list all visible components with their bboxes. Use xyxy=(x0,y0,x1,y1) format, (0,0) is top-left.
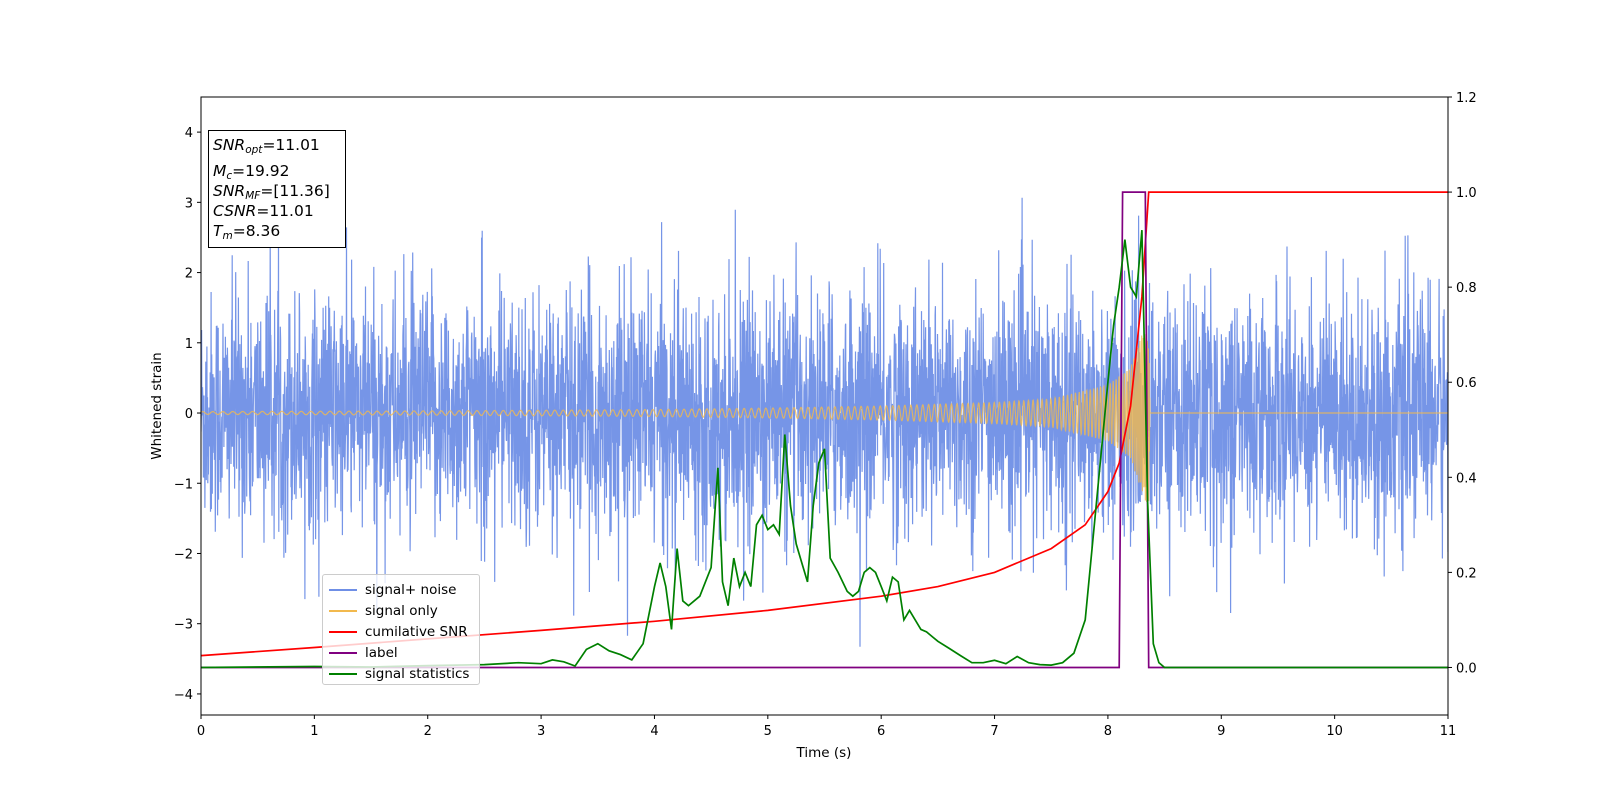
legend-label: label xyxy=(365,644,398,661)
series-signal-only-line xyxy=(201,326,1448,503)
csnr-line: CSNR=11.01 xyxy=(213,201,345,221)
y2-tick-label: 0.0 xyxy=(1456,661,1477,676)
legend: signal+ noise signal only cumilative SNR… xyxy=(322,574,480,685)
plot-frame xyxy=(200,96,1449,716)
y2-tick-label: 1.0 xyxy=(1456,186,1477,201)
y-tick-label: 4 xyxy=(185,126,193,141)
y-tick-label: −4 xyxy=(174,688,193,703)
x-tick-label: 4 xyxy=(650,724,658,739)
x-tick-label: 6 xyxy=(877,724,885,739)
y2-tick-label: 1.2 xyxy=(1456,91,1477,106)
y-tick-label: −3 xyxy=(174,618,193,633)
tm-value: =8.36 xyxy=(232,222,281,240)
snr-opt-subscript: opt xyxy=(245,144,263,156)
mc-value: =19.92 xyxy=(232,162,290,180)
x-axis-label: Time (s) xyxy=(796,745,852,761)
legend-label: cumilative SNR xyxy=(365,623,468,640)
legend-entry-label: label xyxy=(323,642,479,663)
x-tick-label: 1 xyxy=(310,724,318,739)
mc-subscript: c xyxy=(226,170,233,182)
x-tick-label: 7 xyxy=(990,724,998,739)
mc-line: Mc=19.92 xyxy=(213,161,345,181)
tm-subscript: m xyxy=(222,230,233,242)
y-tick-label: 2 xyxy=(185,267,193,282)
y2-tick-label: 0.4 xyxy=(1456,471,1477,486)
snr-mf-subscript: MF xyxy=(245,190,261,202)
y-tick-label: −2 xyxy=(174,547,193,562)
x-tick-label: 0 xyxy=(197,724,205,739)
snr-mf-line: SNRMF=[11.36] xyxy=(213,181,345,201)
y-axis-label: Whitened strain xyxy=(149,352,165,459)
csnr-symbol: CSNR xyxy=(213,202,257,220)
x-axis-ticks: 0 1 2 3 4 5 6 7 8 9 10 11 xyxy=(197,715,1456,739)
series-signal-noise-line xyxy=(201,197,1448,647)
y2-tick-label: 0.6 xyxy=(1456,376,1477,391)
x-tick-label: 5 xyxy=(764,724,772,739)
legend-entry-signal-noise: signal+ noise xyxy=(323,579,479,600)
x-tick-label: 9 xyxy=(1217,724,1225,739)
x-tick-label: 8 xyxy=(1104,724,1112,739)
tm-symbol: T xyxy=(213,222,223,240)
snr-mf-value: =[11.36] xyxy=(260,182,330,200)
mc-symbol: M xyxy=(213,162,227,180)
y2-axis-ticks: 0.0 0.2 0.4 0.6 0.8 1.0 1.2 xyxy=(1448,91,1477,676)
snr-opt-symbol: SNR xyxy=(213,136,246,154)
legend-label: signal only xyxy=(365,602,438,619)
legend-label: signal+ noise xyxy=(365,581,457,598)
x-tick-label: 2 xyxy=(424,724,432,739)
x-tick-label: 10 xyxy=(1326,724,1343,739)
x-tick-label: 11 xyxy=(1440,724,1457,739)
y-tick-label: −1 xyxy=(174,477,193,492)
legend-entry-cumulative-snr: cumilative SNR xyxy=(323,621,479,642)
y-tick-label: 3 xyxy=(185,196,193,211)
y-tick-label: 0 xyxy=(185,407,193,422)
y2-tick-label: 0.8 xyxy=(1456,281,1477,296)
y2-tick-label: 0.2 xyxy=(1456,566,1477,581)
snr-mf-symbol: SNR xyxy=(213,182,246,200)
y-tick-label: 1 xyxy=(185,337,193,352)
x-tick-label: 3 xyxy=(537,724,545,739)
snr-opt-value: =11.01 xyxy=(262,136,320,154)
snr-opt-line: SNRopt=11.01 xyxy=(213,135,345,155)
legend-label: signal statistics xyxy=(365,665,470,682)
legend-entry-signal-statistics: signal statistics xyxy=(323,663,479,684)
series-signal-statistics-line xyxy=(201,230,1448,669)
csnr-value: =11.01 xyxy=(256,202,314,220)
parameter-info-box: SNRopt=11.01 Mc=19.92 SNRMF=[11.36] CSNR… xyxy=(208,130,346,248)
legend-entry-signal-only: signal only xyxy=(323,600,479,621)
y-axis-ticks: −4 −3 −2 −1 0 1 2 3 4 xyxy=(174,126,201,703)
tm-line: Tm=8.36 xyxy=(213,221,345,241)
